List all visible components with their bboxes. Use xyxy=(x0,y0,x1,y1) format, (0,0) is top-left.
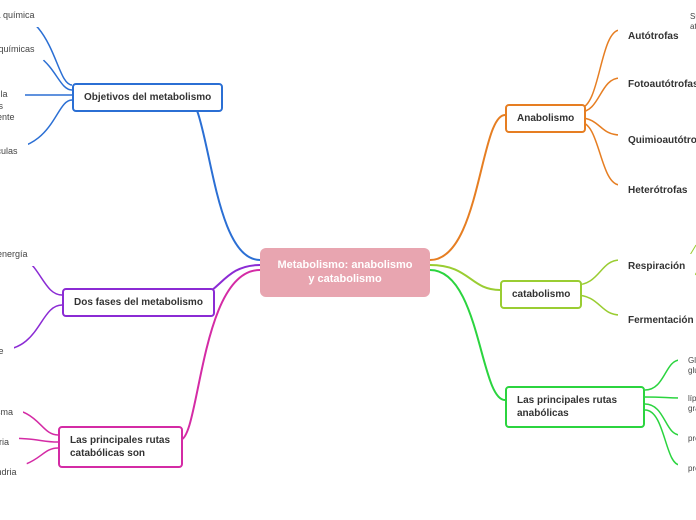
center-node: Metabolismo: anabolismo y catabolismo xyxy=(260,248,430,297)
leaf-obj-1: energía química xyxy=(0,4,45,27)
node-catabolismo: catabolismo xyxy=(500,280,582,309)
sub-autotrofas: Autótrofas xyxy=(618,24,689,49)
leaf-anab-2: lípidos: s grasos, g xyxy=(678,388,696,420)
sub-respiracion: Respiración xyxy=(618,254,695,279)
node-fases: Dos fases del metabolismo xyxy=(62,288,215,317)
node-objetivos: Objetivos del metabolismo xyxy=(72,83,223,112)
node-anabolismo: Anabolismo xyxy=(505,104,586,133)
sub-heterotrofas: Heterótrofas xyxy=(618,178,696,203)
desc-autotrofas: Su fuente de c atmosférico xyxy=(680,6,696,38)
leaf-obj-4: s moléculas gía xyxy=(0,140,28,175)
node-catabolicas: Las principales rutas catabólicas son xyxy=(58,426,183,468)
leaf-cat-2: itocondria xyxy=(0,431,19,454)
leaf-fases-1: ión de energía xyxy=(0,243,38,266)
sub-fotoautotrofas: Fotoautótrofas xyxy=(618,72,696,97)
leaf-anab-4: proteínas xyxy=(678,458,696,480)
leaf-anab-1: Glúcidos glucogene xyxy=(678,350,696,382)
node-anabolicas: Las principales rutas anabólicas xyxy=(505,386,645,428)
leaf-anab-3: proteínas xyxy=(678,428,696,450)
leaf-cat-3: mitocondria xyxy=(0,461,27,484)
sub-fermentacion: Fermentación xyxy=(618,308,696,333)
leaf-fases-2: cción de a xyxy=(0,340,14,375)
leaf-obj-2: ancias químicas xyxy=(0,38,45,61)
leaf-obj-3: teria artir de la oléculas o ambiente xyxy=(0,72,25,129)
sub-quimioautotrofas: Quimioautótrofas xyxy=(618,128,696,153)
leaf-cat-1: citoplasma xyxy=(0,401,23,424)
